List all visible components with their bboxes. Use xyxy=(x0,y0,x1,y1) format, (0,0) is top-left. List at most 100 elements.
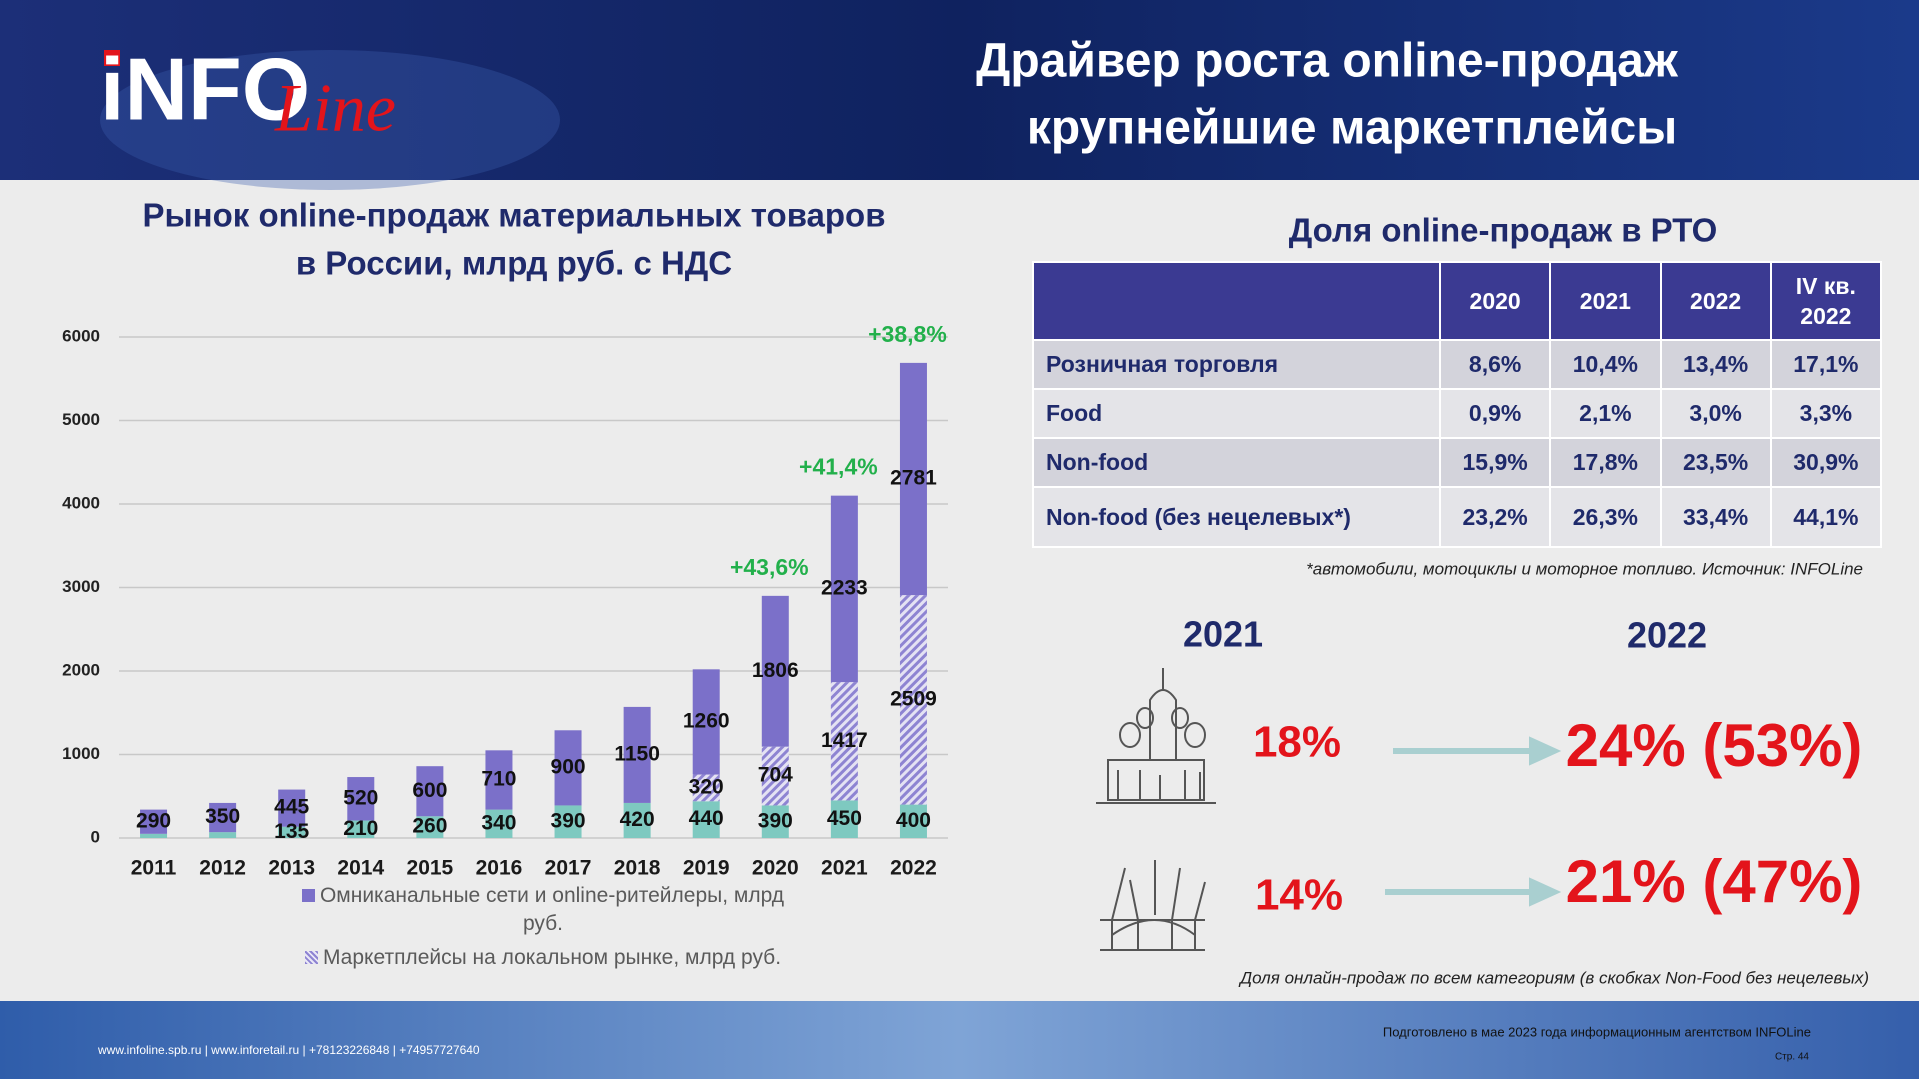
table-cell: 8,6% xyxy=(1438,339,1552,390)
data-label: 600 xyxy=(412,779,447,802)
y-tick-label: 1000 xyxy=(62,744,100,763)
data-label: 390 xyxy=(551,809,586,832)
table-row: Food 0,9% 2,1% 3,0% 3,3% xyxy=(1032,388,1883,439)
x-tick-label: 2017 xyxy=(545,857,592,880)
footer-prepared: Подготовлено в мае 2023 года информацион… xyxy=(1383,1024,1811,1039)
data-label: 210 xyxy=(343,817,378,840)
data-label: 1260 xyxy=(683,709,730,732)
data-label: 520 xyxy=(343,786,378,809)
y-tick-label: 2000 xyxy=(62,660,100,679)
data-label: 900 xyxy=(551,755,586,778)
table-cell: 23,2% xyxy=(1438,486,1552,548)
table-cell: 33,4% xyxy=(1659,486,1772,548)
table-header-row: 2020 2021 2022 IV кв. 2022 xyxy=(1032,261,1883,341)
bar-segment xyxy=(899,362,927,596)
header-glow xyxy=(100,50,560,190)
table-cell: 3,0% xyxy=(1659,388,1772,439)
year-label: 2022 xyxy=(1627,615,1707,656)
legend-item: Маркетплейсы на локальном рынке, млрд ру… xyxy=(283,944,803,972)
data-label: 1417 xyxy=(821,729,868,752)
bar-segment xyxy=(761,595,789,747)
x-tick-label: 2011 xyxy=(131,857,177,880)
page-title: крупнейшие маркетплейсы xyxy=(1027,102,1677,155)
data-label: 340 xyxy=(481,811,516,834)
x-tick-label: 2015 xyxy=(407,857,454,880)
logo-script: Line xyxy=(274,70,396,146)
bar-segment xyxy=(347,777,375,821)
page-number: Стр. 44 xyxy=(1775,1052,1809,1063)
bar-segment xyxy=(830,800,858,838)
share-from: 14% xyxy=(1255,871,1343,920)
row-label: Non-food xyxy=(1032,437,1441,488)
legend-swatch xyxy=(304,951,318,964)
growth-annotation: +41,4% xyxy=(799,454,878,480)
chart-title: в России, млрд руб. с НДС xyxy=(296,245,732,282)
data-label: 2781 xyxy=(890,467,937,490)
table-cell: 0,9% xyxy=(1438,388,1552,439)
data-label: 710 xyxy=(481,768,516,791)
data-label: 2509 xyxy=(890,687,937,710)
legend-swatch xyxy=(301,889,315,902)
data-table: 2020 2021 2022 IV кв. 2022 Розничная торговл… xyxy=(1032,261,1883,548)
year-label: 2021 xyxy=(1183,614,1263,655)
x-tick-label: 2013 xyxy=(268,857,315,880)
bar-segment xyxy=(899,804,927,838)
bar-segment xyxy=(692,669,720,775)
kremlin-icon xyxy=(1096,668,1216,804)
share-from: 18% xyxy=(1253,718,1341,767)
table-cell: 3,3% xyxy=(1769,388,1883,439)
bar-segment xyxy=(761,805,789,838)
x-tick-label: 2020 xyxy=(752,857,799,880)
data-label: 420 xyxy=(620,808,655,831)
table-cell: 2,1% xyxy=(1549,388,1662,439)
bridge-icon xyxy=(1100,860,1206,951)
logo-main: iNFO xyxy=(100,39,310,138)
bar-segment xyxy=(830,682,858,801)
bar-segment xyxy=(209,802,237,833)
data-label: 704 xyxy=(758,764,793,787)
bar-segment xyxy=(623,706,651,803)
footer-band xyxy=(0,1001,1919,1079)
arrows xyxy=(1385,736,1562,907)
data-label: 445 xyxy=(274,796,309,819)
table-cell: 44,1% xyxy=(1769,486,1883,548)
y-tick-label: 5000 xyxy=(62,410,100,429)
table-cell: 17,8% xyxy=(1549,437,1662,488)
chart-title: Рынок online-продаж материальных товаров xyxy=(142,197,885,234)
bar-segment xyxy=(416,766,444,817)
table-title: Доля online-продаж в РТО xyxy=(1289,212,1718,249)
table-row: Розничная торговля 8,6% 10,4% 13,4% 17,1% xyxy=(1032,339,1883,390)
bar-segment xyxy=(692,774,720,802)
share-to: 21% (47%) xyxy=(1566,848,1863,915)
bar-segment xyxy=(830,495,858,683)
table-cell: 13,4% xyxy=(1659,339,1772,390)
row-label: Розничная торговля xyxy=(1032,339,1441,390)
data-label: 320 xyxy=(689,775,724,798)
data-label: 1150 xyxy=(614,742,660,765)
data-label: 135 xyxy=(274,820,309,843)
bar-segment xyxy=(278,826,306,838)
row-label: Non-food (без нецелевых*) xyxy=(1032,486,1441,548)
data-label: 290 xyxy=(136,809,171,832)
y-tick-label: 3000 xyxy=(62,577,100,596)
table-row: Non-food 15,9% 17,8% 23,5% 30,9% xyxy=(1032,437,1883,488)
table-cell: 15,9% xyxy=(1438,437,1552,488)
row-label: Food xyxy=(1032,388,1441,439)
table-cell: 17,1% xyxy=(1769,339,1883,390)
x-tick-label: 2016 xyxy=(476,857,523,880)
table-cell: 26,3% xyxy=(1549,486,1662,548)
legend-item: Омниканальные сети и online-ритейлеры, м… xyxy=(283,882,803,938)
data-label: 400 xyxy=(896,809,931,832)
column-header: 2021 xyxy=(1549,261,1662,341)
table-cell: 23,5% xyxy=(1659,437,1772,488)
bar-segment xyxy=(416,816,444,838)
legend: Омниканальные сети и online-ритейлеры, м… xyxy=(283,882,803,978)
bar-segment xyxy=(692,801,720,838)
caption: Доля онлайн-продаж по всем категориям (в… xyxy=(1238,968,1869,987)
footer-contacts: www.infoline.spb.ru | www.inforetail.ru … xyxy=(97,1043,480,1057)
bar-segment xyxy=(485,750,513,810)
data-label: 450 xyxy=(827,807,862,830)
bar-segment xyxy=(554,805,582,838)
